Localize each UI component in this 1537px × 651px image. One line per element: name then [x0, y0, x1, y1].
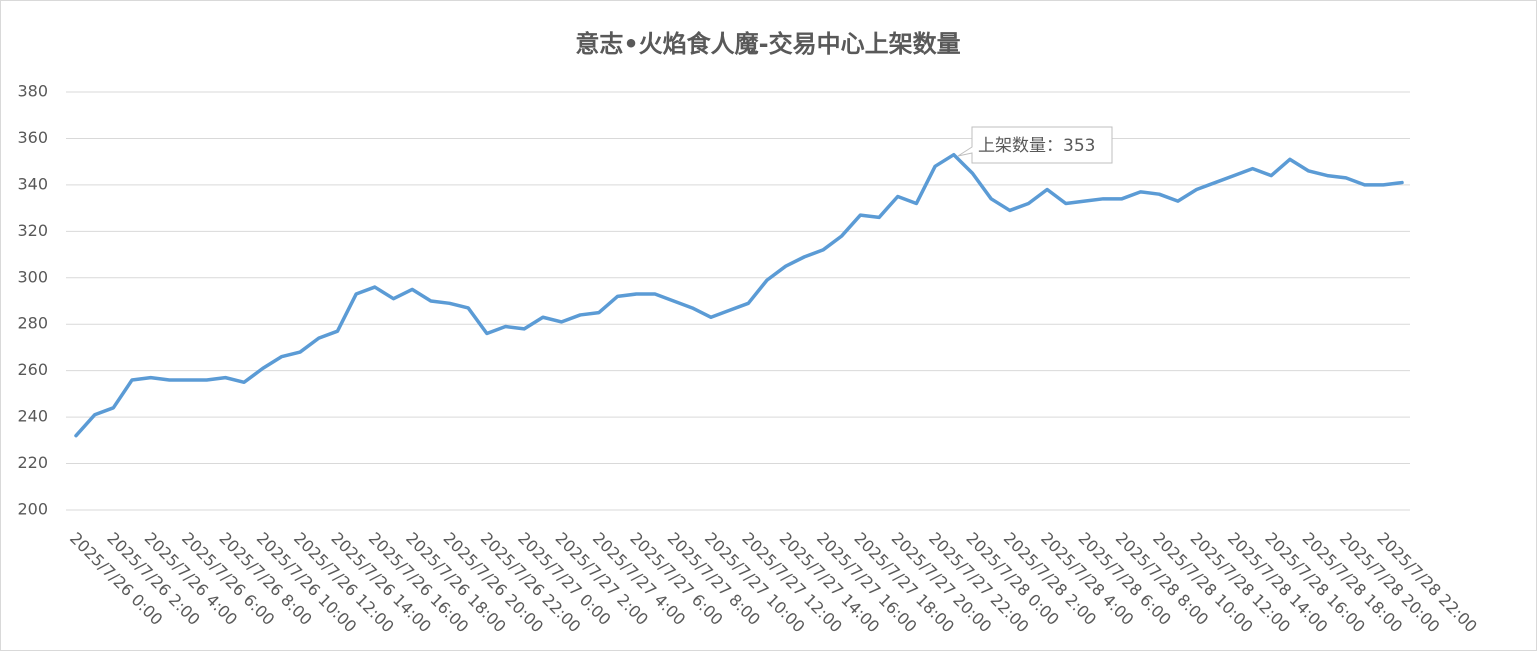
y-tick-label: 340	[17, 174, 48, 193]
data-line	[74, 152, 1404, 438]
chart-title: 意志•火焰食人魔-交易中心上架数量	[575, 30, 960, 58]
y-tick-label: 380	[17, 82, 48, 101]
y-tick-label: 200	[17, 500, 48, 519]
y-tick-label: 220	[17, 453, 48, 472]
y-tick-label: 240	[17, 407, 48, 426]
y-tick-label: 300	[17, 267, 48, 286]
y-tick-label: 320	[17, 221, 48, 240]
tooltip: 上架数量：353	[957, 126, 1113, 164]
y-tick-label: 260	[17, 360, 48, 379]
y-tick-label: 360	[17, 128, 48, 147]
tooltip-text: 上架数量：353	[978, 136, 1095, 156]
tooltip-box	[957, 126, 1113, 164]
y-tick-label: 280	[17, 314, 48, 333]
